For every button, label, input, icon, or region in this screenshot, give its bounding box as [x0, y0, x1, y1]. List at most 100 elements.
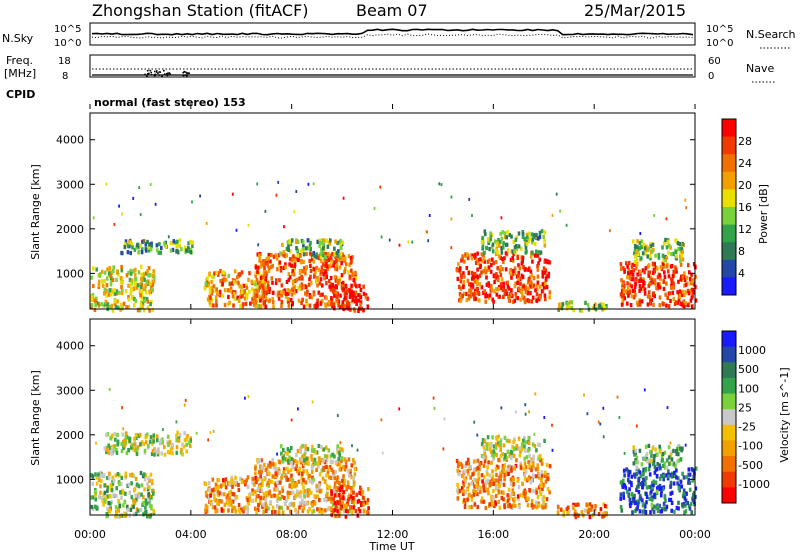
- data-cell: [475, 286, 479, 291]
- data-cell: [495, 272, 498, 277]
- data-cell: [630, 500, 633, 506]
- data-cell: [340, 458, 343, 463]
- data-cell: [362, 502, 365, 507]
- data-cell: [463, 469, 466, 474]
- data-cell: [175, 244, 178, 249]
- data-cell: [652, 509, 656, 514]
- data-cell: [231, 484, 234, 489]
- data-cell: [646, 254, 649, 259]
- data-cell: [462, 489, 465, 494]
- data-cell: [276, 290, 280, 295]
- data-cell: [262, 301, 266, 306]
- data-cell: [531, 259, 534, 264]
- data-cell: [156, 248, 159, 253]
- data-cell: [191, 240, 194, 245]
- data-cell: [477, 261, 481, 266]
- data-cell: [494, 239, 497, 244]
- data-cell: [264, 493, 267, 498]
- data-cell: [538, 443, 542, 448]
- nsky-tick-bottom: 10^0: [54, 38, 81, 49]
- data-cell: [279, 290, 283, 295]
- data-cell: [118, 504, 122, 509]
- colorbar-segment: [722, 154, 736, 173]
- data-cell: [622, 468, 626, 473]
- data-cell: [261, 261, 265, 267]
- data-cell: [684, 509, 688, 514]
- data-cell: [234, 496, 237, 501]
- data-cell: [325, 296, 328, 301]
- data-cell: [148, 281, 152, 286]
- data-cell: [476, 433, 479, 437]
- data-cell: [480, 499, 483, 504]
- data-cell: [574, 509, 577, 514]
- data-cell: [670, 457, 674, 462]
- data-cell: [138, 308, 142, 313]
- data-cell: [681, 471, 684, 476]
- data-cell: [593, 510, 597, 515]
- data-cell: [340, 273, 344, 278]
- data-cell: [296, 469, 299, 474]
- data-cell: [203, 286, 207, 291]
- data-cell: [629, 303, 633, 308]
- data-cell: [506, 449, 510, 454]
- data-cell: [514, 281, 517, 286]
- data-cell: [347, 254, 351, 259]
- data-cell: [296, 489, 299, 494]
- data-cell: [215, 270, 218, 276]
- data-cell: [500, 216, 503, 220]
- data-cell: [599, 507, 603, 512]
- data-cell: [123, 245, 127, 250]
- data-cell: [480, 496, 484, 501]
- data-cell: [239, 476, 242, 481]
- data-cell: [543, 238, 546, 243]
- data-cell: [462, 480, 465, 485]
- data-cell: [692, 474, 695, 479]
- data-cell: [308, 258, 311, 264]
- data-cell: [116, 269, 119, 274]
- data-cell: [242, 506, 246, 511]
- data-cell: [292, 279, 295, 284]
- data-cell: [321, 253, 325, 258]
- data-cell: [487, 442, 490, 447]
- data-cell: [148, 503, 152, 508]
- data-cell: [359, 288, 363, 293]
- data-cell: [292, 272, 296, 277]
- data-cell: [152, 433, 156, 438]
- data-cell: [474, 296, 478, 301]
- data-cell: [120, 302, 123, 307]
- data-cell: [147, 273, 150, 278]
- colorbar-segment: [722, 487, 736, 504]
- data-cell: [232, 280, 236, 285]
- data-cell: [95, 296, 98, 301]
- data-cell: [144, 271, 148, 276]
- data-cell: [321, 283, 324, 288]
- freq-point: [155, 70, 158, 72]
- data-cell: [249, 491, 252, 497]
- data-cell: [300, 481, 304, 486]
- data-cell: [503, 231, 507, 236]
- data-cell: [343, 256, 347, 261]
- data-cell: [634, 292, 637, 297]
- nsky-line: [91, 28, 694, 36]
- data-cell: [689, 290, 693, 295]
- data-cell: [114, 473, 118, 478]
- data-cell: [506, 493, 509, 498]
- data-cell: [271, 462, 275, 467]
- data-cell: [493, 289, 496, 294]
- data-cell: [636, 501, 640, 506]
- data-cell: [224, 277, 228, 282]
- data-cell: [148, 308, 151, 313]
- data-cell: [303, 489, 307, 494]
- data-cell: [132, 498, 135, 503]
- data-cell: [117, 499, 120, 504]
- data-cell: [343, 295, 347, 300]
- data-cell: [621, 286, 624, 291]
- freq-point: [159, 71, 162, 73]
- data-cell: [450, 217, 453, 221]
- data-cell: [237, 503, 241, 508]
- data-cell: [109, 501, 112, 506]
- data-cell: [511, 249, 515, 254]
- data-cell: [677, 246, 680, 252]
- data-cell: [246, 484, 250, 489]
- data-cell: [141, 301, 145, 306]
